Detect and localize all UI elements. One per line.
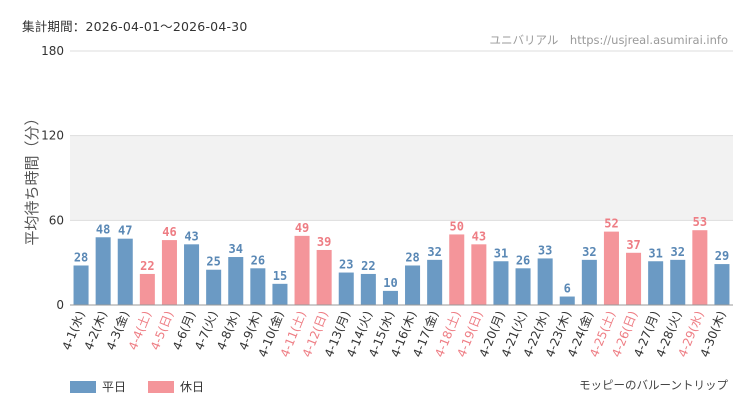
bar-value-label: 50 (450, 219, 464, 233)
bar (692, 230, 708, 305)
bar-value-label: 53 (693, 215, 707, 229)
bar-value-label: 29 (715, 249, 729, 263)
legend-label-weekday: 平日 (102, 380, 127, 394)
bar-value-label: 48 (96, 222, 110, 236)
bar-value-label: 52 (604, 217, 618, 231)
bar-value-label: 32 (582, 245, 596, 259)
legend-label-holiday: 休日 (180, 380, 205, 394)
bar-value-label: 28 (74, 250, 88, 264)
x-axis-labels: 4-1(水)4-2(木)4-3(金)4-4(土)4-5(日)4-6(月)4-7(… (60, 309, 729, 360)
data-labels: 28 48 47 22 46 43 25 34 26 15 49 39 23 22 10 28 32 50 43 31… (74, 215, 729, 295)
bar (493, 261, 509, 305)
y-tick-label: 120 (41, 129, 64, 143)
bar (206, 269, 222, 305)
bar-value-label: 39 (317, 235, 331, 249)
bar-value-label: 46 (162, 225, 176, 239)
y-axis-title: 平均待ち時間（分） (23, 110, 41, 245)
bar-value-label: 43 (184, 229, 198, 243)
bar-value-label: 15 (273, 269, 287, 283)
period-label: 集計期間：2026-04-01～2026-04-30 (22, 19, 248, 34)
bar (714, 264, 730, 305)
bar (316, 249, 332, 305)
bar-value-label: 32 (427, 245, 441, 259)
bar (427, 259, 443, 305)
bar (161, 240, 177, 305)
bar (471, 244, 487, 305)
bar (670, 259, 686, 305)
bar-value-label: 49 (295, 221, 309, 235)
bar (294, 235, 310, 305)
bar-value-label: 28 (405, 250, 419, 264)
bar (537, 258, 553, 305)
y-tick-label: 0 (56, 298, 64, 312)
legend-swatch-holiday (148, 380, 175, 393)
bar-value-label: 33 (538, 243, 552, 257)
bar-value-label: 10 (383, 276, 397, 290)
bar (338, 272, 354, 305)
bar (250, 268, 266, 305)
y-tick-label: 60 (49, 213, 64, 227)
bar-value-label: 34 (229, 242, 243, 256)
bar-value-label: 25 (206, 255, 220, 269)
bar-value-label: 37 (626, 238, 640, 252)
bar-value-label: 26 (251, 253, 265, 267)
site-credit: ユニバリアル https://usjreal.asumirai.info (489, 33, 728, 47)
bar (117, 238, 133, 305)
y-tick-label: 180 (41, 44, 64, 58)
bar-value-label: 22 (361, 259, 375, 273)
bar (559, 296, 575, 305)
bar (73, 265, 89, 305)
bar-value-label: 31 (648, 246, 662, 260)
bar-value-label: 26 (516, 253, 530, 267)
bar (603, 231, 619, 305)
bar (272, 283, 288, 305)
legend-swatch-weekday (70, 380, 96, 393)
bar-value-label: 32 (671, 245, 685, 259)
highlight-band (70, 135, 733, 221)
bar-value-label: 31 (494, 246, 508, 260)
bar (184, 244, 200, 305)
attraction-name: モッピーのバルーントリップ (579, 378, 728, 392)
bar (405, 265, 421, 305)
bar-series (73, 230, 730, 305)
bar-value-label: 6 (564, 282, 571, 296)
legend-item-holiday: 休日 (148, 378, 204, 395)
bar (515, 268, 531, 305)
bar (581, 259, 597, 305)
legend: 平日 休日 (70, 378, 226, 395)
y-axis-ticks: 0 60 120 180 (41, 44, 64, 312)
bar (95, 237, 111, 305)
legend-item-weekday: 平日 (70, 378, 126, 395)
bar (360, 273, 376, 305)
bar-value-label: 23 (339, 258, 353, 272)
bar (228, 257, 244, 305)
bar-value-label: 43 (472, 229, 486, 243)
bar-value-label: 47 (118, 224, 132, 238)
bar (139, 273, 155, 305)
bar (626, 252, 642, 305)
bar (449, 234, 465, 305)
bar (648, 261, 664, 305)
bar (382, 290, 398, 305)
bar-value-label: 22 (140, 259, 154, 273)
